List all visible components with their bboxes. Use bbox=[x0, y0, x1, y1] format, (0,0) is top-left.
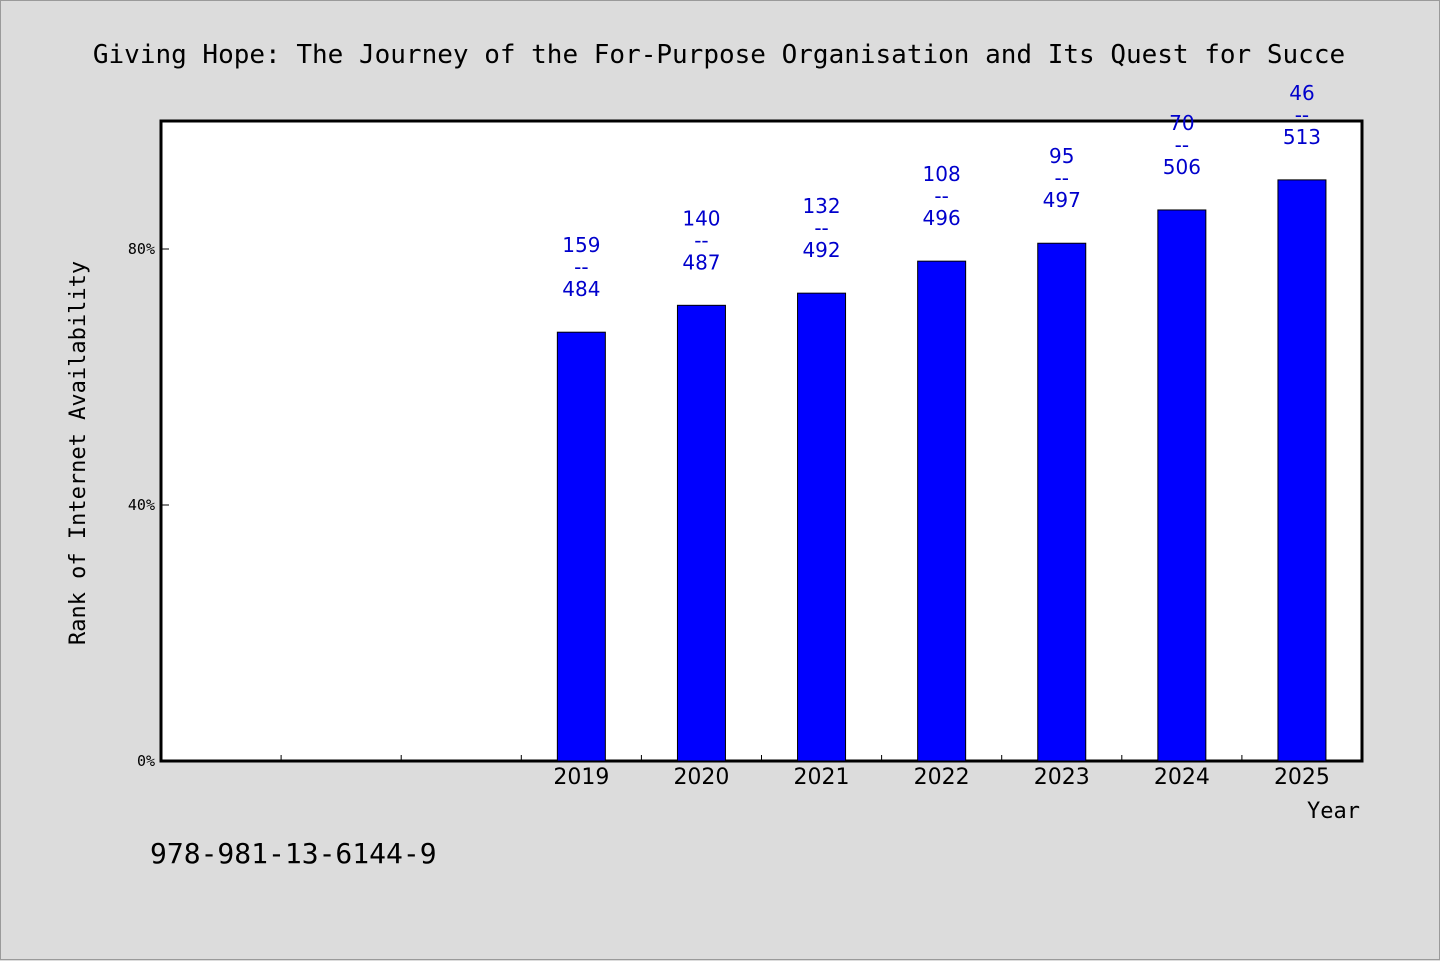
data-label: 487 bbox=[682, 250, 720, 274]
x-axis-label: Year bbox=[1307, 799, 1360, 824]
x-tick-label: 2020 bbox=[673, 765, 729, 790]
data-label: 506 bbox=[1163, 155, 1201, 179]
bar-2025 bbox=[1277, 179, 1327, 762]
bars-group bbox=[556, 179, 1327, 762]
data-label: 159 bbox=[562, 233, 600, 257]
data-label: 140 bbox=[682, 206, 720, 230]
bar-2022 bbox=[917, 260, 967, 762]
x-tick-label: 2019 bbox=[553, 765, 609, 790]
data-label: -- bbox=[694, 228, 708, 252]
bar-2019 bbox=[556, 331, 606, 762]
data-label: 46 bbox=[1289, 81, 1314, 105]
y-axis: 0% 40% 80% bbox=[128, 240, 169, 770]
data-label: 95 bbox=[1049, 144, 1074, 168]
data-label: 513 bbox=[1283, 125, 1321, 149]
data-label: -- bbox=[1295, 103, 1309, 127]
x-tick-label: 2025 bbox=[1274, 765, 1330, 790]
data-label: 132 bbox=[802, 194, 840, 218]
y-tick-label: 40% bbox=[128, 496, 155, 514]
x-tick-label: 2022 bbox=[914, 765, 970, 790]
isbn-text: 978-981-13-6144-9 bbox=[150, 837, 437, 870]
bar-2020 bbox=[676, 304, 726, 762]
data-label: -- bbox=[1055, 166, 1069, 190]
y-tick-label: 80% bbox=[128, 240, 155, 258]
data-label: 108 bbox=[923, 162, 961, 186]
bar-2023 bbox=[1037, 242, 1087, 762]
x-axis: 2019 2020 2021 2022 2023 2024 2025 bbox=[280, 755, 1330, 790]
x-tick-label: 2021 bbox=[794, 765, 850, 790]
data-label: -- bbox=[814, 216, 828, 240]
data-label: 484 bbox=[562, 277, 600, 301]
data-labels: 159--484140--487132--492108--49695--4977… bbox=[562, 81, 1321, 301]
data-label: -- bbox=[1175, 133, 1189, 157]
data-label: -- bbox=[574, 255, 588, 279]
data-label: 70 bbox=[1169, 111, 1194, 135]
bar-2021 bbox=[797, 292, 847, 762]
bar-2024 bbox=[1157, 209, 1207, 762]
data-label: -- bbox=[934, 184, 948, 208]
x-tick-label: 2023 bbox=[1034, 765, 1090, 790]
x-tick-label: 2024 bbox=[1154, 765, 1210, 790]
y-tick-label: 0% bbox=[137, 752, 155, 770]
y-axis-label: Rank of Internet Availability bbox=[66, 261, 91, 645]
chart-title: Giving Hope: The Journey of the For-Purp… bbox=[93, 40, 1345, 70]
data-label: 492 bbox=[802, 238, 840, 262]
data-label: 496 bbox=[923, 206, 961, 230]
data-label: 497 bbox=[1043, 188, 1081, 212]
